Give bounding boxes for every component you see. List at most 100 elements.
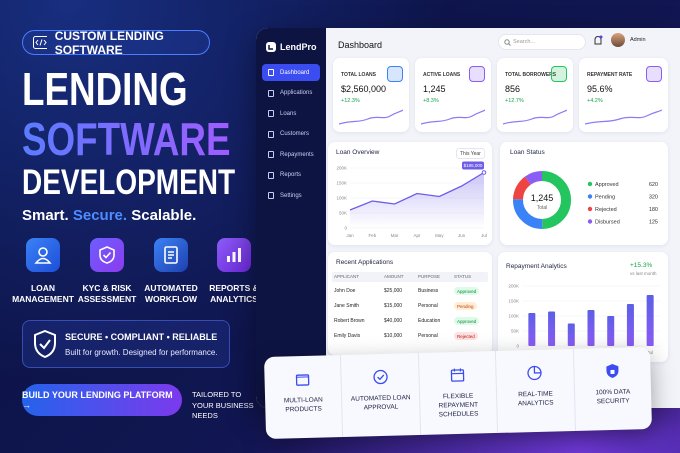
feature-label: LOAN MANAGEMENT bbox=[12, 283, 74, 305]
stat-change: +12.7% bbox=[505, 98, 524, 104]
line bbox=[349, 171, 485, 211]
x-tick-label: May bbox=[435, 233, 444, 238]
feature-label: AUTOMATED WORKFLOW bbox=[144, 283, 198, 305]
stat-value: 1,245 bbox=[423, 84, 446, 94]
stat-card: REPAYMENT RATE 95.6% +4.2% bbox=[579, 58, 668, 132]
menu-item[interactable]: Dashboard bbox=[262, 64, 320, 81]
search-placeholder: Search... bbox=[513, 39, 536, 45]
strip-icon bbox=[450, 368, 465, 382]
menu-item[interactable]: Repayments bbox=[262, 146, 320, 163]
menu-label: Dashboard bbox=[280, 69, 310, 76]
stat-card: ACTIVE LOANS 1,245 +8.3% bbox=[415, 58, 491, 132]
feature-label: REPORTS & ANALYTICS bbox=[209, 283, 259, 305]
menu-icon bbox=[268, 69, 274, 76]
stat-label: TOTAL LOANS bbox=[341, 72, 376, 78]
legend-value: 125 bbox=[649, 220, 658, 226]
legend-label: Rejected bbox=[595, 207, 617, 213]
feature-icon bbox=[154, 238, 188, 272]
menu-item[interactable]: Loans bbox=[262, 105, 320, 122]
donut-segment bbox=[513, 199, 543, 229]
point bbox=[481, 170, 487, 175]
badge: CUSTOM LENDING SOFTWARE bbox=[22, 28, 210, 57]
y-tick-label: 100K bbox=[336, 196, 347, 201]
strip-icon bbox=[527, 365, 543, 381]
stat-value: $2,560,000 bbox=[341, 84, 387, 94]
bar bbox=[607, 316, 615, 346]
legend-value: 320 bbox=[649, 195, 658, 201]
loan-overview-card: Loan Overview This Year 0 50K 100K 150K 200K… bbox=[328, 142, 492, 245]
table-cell: Emily Davis bbox=[334, 333, 361, 339]
menu-label: Reports bbox=[280, 172, 302, 178]
column-header: APPLICANT bbox=[334, 274, 360, 279]
menu-label: Settings bbox=[280, 192, 302, 199]
menu-label: Repayments bbox=[280, 151, 314, 158]
bar bbox=[587, 310, 595, 346]
legend-label: Pending bbox=[595, 195, 615, 201]
strip-label: MULTI-LOAN PRODUCTS bbox=[283, 396, 323, 414]
user-name[interactable]: Admin bbox=[630, 37, 646, 43]
stat-icon bbox=[551, 66, 567, 82]
legend-swatch bbox=[587, 181, 593, 187]
legend-label: Approved bbox=[595, 182, 619, 188]
feature bbox=[154, 238, 188, 272]
period-select[interactable]: This Year bbox=[456, 148, 485, 159]
stat-card: TOTAL LOANS $2,560,000 +12.3% bbox=[333, 58, 409, 132]
y-tick-label: 150K bbox=[508, 299, 519, 304]
card-title: Loan Overview bbox=[336, 149, 380, 156]
stat-label: REPAYMENT RATE bbox=[587, 72, 633, 78]
menu-icon bbox=[268, 89, 274, 97]
sparkline bbox=[585, 109, 662, 125]
strip-label: REAL-TIME ANALYTICS bbox=[517, 390, 554, 408]
search-box[interactable]: Search... bbox=[498, 34, 586, 50]
bar bbox=[626, 304, 634, 346]
feature bbox=[26, 238, 60, 272]
cta-note: TAILORED TO YOUR BUSINESS NEEDS bbox=[192, 390, 254, 420]
strip-label: AUTOMATED LOAN APPROVAL bbox=[350, 394, 411, 412]
menu-label: Loans bbox=[280, 110, 297, 117]
y-tick-label: 50K bbox=[339, 211, 347, 216]
table-cell: $40,000 bbox=[384, 318, 403, 324]
sparkline bbox=[421, 109, 485, 125]
sparkline-line bbox=[503, 109, 567, 125]
annotation-box bbox=[462, 161, 484, 170]
repayment-change: +15.3% bbox=[630, 262, 653, 269]
bell-icon[interactable] bbox=[593, 35, 603, 47]
y-tick-label: 200K bbox=[508, 284, 519, 289]
menu-item[interactable]: Customers bbox=[262, 126, 320, 143]
tagline-word: Secure. bbox=[72, 207, 128, 224]
status-pill: Approved bbox=[454, 287, 480, 295]
y-tick-label: 0 bbox=[516, 344, 519, 349]
legend-swatch bbox=[587, 206, 593, 212]
bar bbox=[567, 323, 575, 346]
donut-segment bbox=[524, 171, 543, 185]
avatar[interactable] bbox=[611, 33, 625, 47]
stat-value: 95.6% bbox=[587, 84, 613, 94]
tagline-word: Smart. bbox=[22, 207, 69, 224]
legend-swatch bbox=[587, 194, 593, 199]
x-tick-label: Jul bbox=[647, 350, 653, 355]
stat-icon bbox=[646, 66, 662, 82]
stat-label: ACTIVE LOANS bbox=[423, 72, 461, 78]
menu-item[interactable]: Reports bbox=[262, 167, 320, 184]
stat-label: TOTAL BORROWERS bbox=[505, 72, 557, 78]
table-header-bg bbox=[332, 272, 488, 282]
cta-button[interactable]: BUILD YOUR LENDING PLATFORM → bbox=[22, 384, 182, 416]
page-title: Dashboard bbox=[338, 40, 383, 50]
badge-text: CUSTOM LENDING SOFTWARE bbox=[54, 28, 164, 57]
card-title: Recent Applications bbox=[336, 259, 394, 266]
menu-icon bbox=[268, 110, 274, 117]
menu-item[interactable]: Settings bbox=[262, 187, 320, 204]
strip-item: REAL-TIME ANALYTICS bbox=[496, 348, 576, 433]
menu-icon bbox=[268, 130, 274, 138]
sidebar: LendPro Dashboard Applications Loans Custom… bbox=[256, 28, 326, 408]
stat-icon bbox=[387, 66, 403, 82]
feature-icon bbox=[90, 238, 124, 272]
x-tick-label: Jan bbox=[346, 233, 354, 238]
sparkline-line bbox=[421, 109, 485, 125]
repayment-card: Repayment Analytics +15.3% vs last month… bbox=[498, 252, 668, 362]
feature bbox=[90, 238, 124, 272]
table-cell: Personal bbox=[418, 303, 438, 309]
feature-icon bbox=[26, 238, 60, 272]
menu-item[interactable]: Applications bbox=[262, 85, 320, 102]
